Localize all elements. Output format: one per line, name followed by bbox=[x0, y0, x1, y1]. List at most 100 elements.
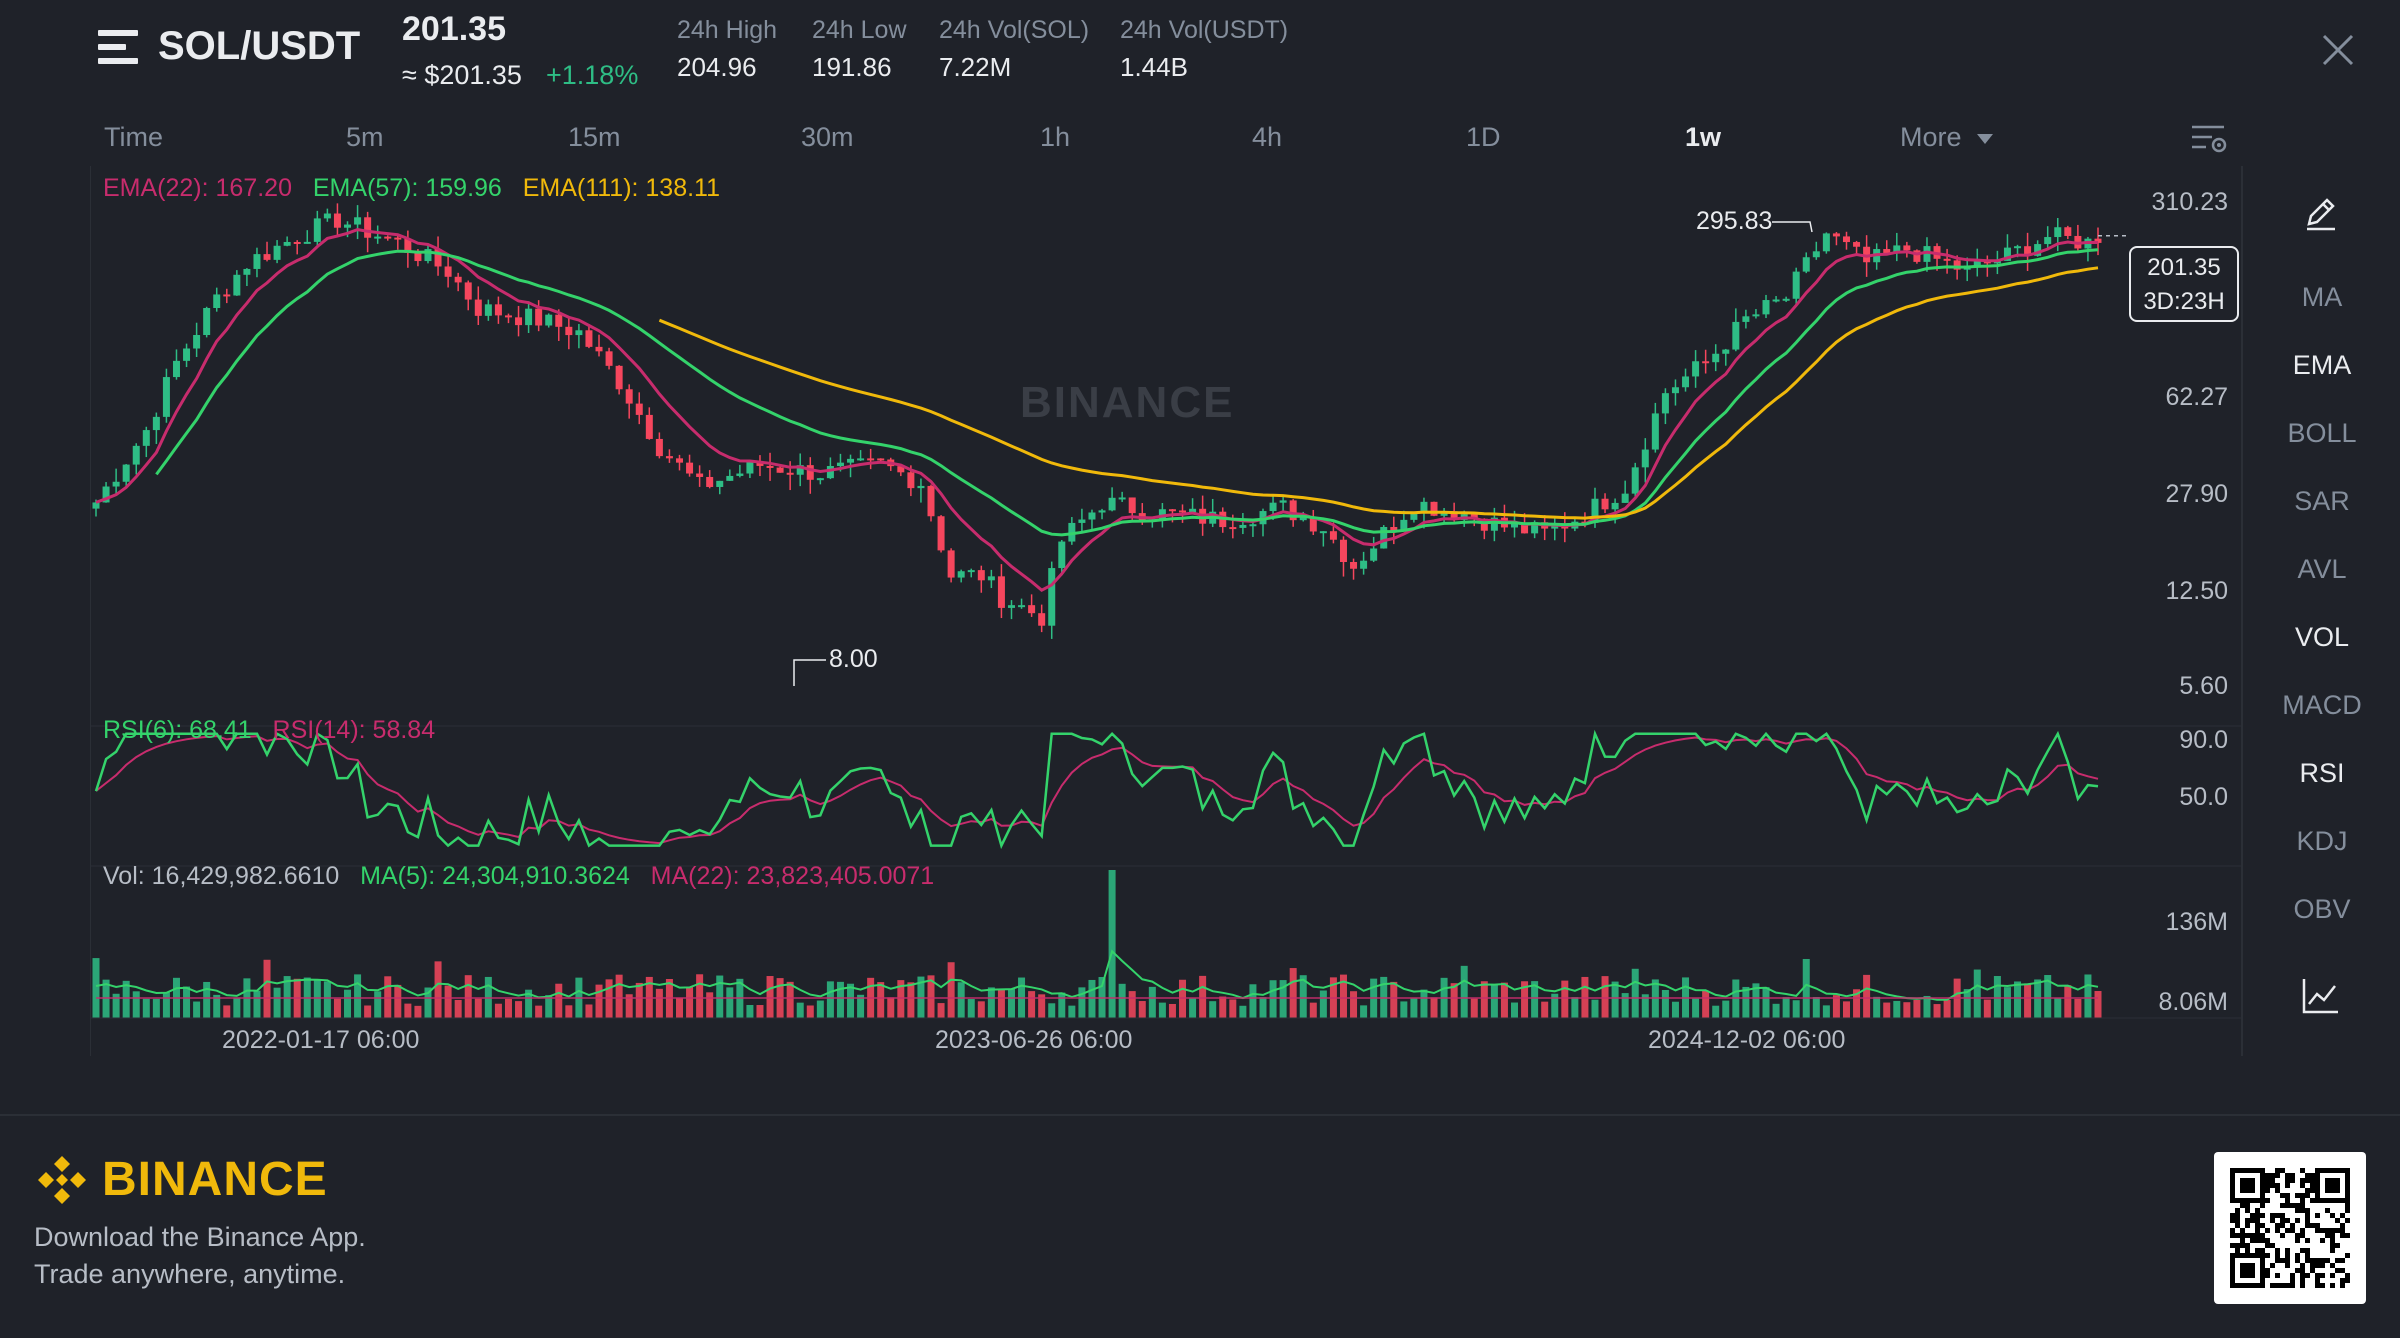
candle-body bbox=[263, 254, 271, 260]
qr-module bbox=[2290, 1203, 2295, 1208]
candle-body bbox=[183, 348, 191, 361]
qr-module bbox=[2335, 1268, 2340, 1273]
candle-body bbox=[1611, 502, 1619, 510]
qr-module bbox=[2300, 1183, 2305, 1188]
qr-module bbox=[2310, 1173, 2315, 1178]
qr-module bbox=[2270, 1173, 2275, 1178]
candle-body bbox=[1752, 314, 1760, 317]
pencil-icon[interactable] bbox=[2301, 194, 2341, 234]
candle-body bbox=[1511, 522, 1519, 528]
candle-body bbox=[92, 502, 100, 509]
volume-bar bbox=[1873, 996, 1881, 1018]
volume-bar bbox=[203, 981, 211, 1018]
price-chart[interactable] bbox=[90, 166, 2244, 1056]
rsi-axis-label: 90.0 bbox=[2179, 726, 2228, 754]
volume-bar bbox=[2024, 983, 2032, 1018]
volume-bar bbox=[1752, 983, 1760, 1018]
qr-module bbox=[2305, 1178, 2310, 1183]
pair-title[interactable]: SOL/USDT bbox=[158, 24, 361, 68]
volume-bar bbox=[1158, 1002, 1166, 1018]
volume-bar bbox=[1521, 981, 1529, 1018]
tab-15m[interactable]: 15m bbox=[568, 122, 621, 152]
tool-avl[interactable]: AVL bbox=[2297, 554, 2347, 584]
tab-time[interactable]: Time bbox=[104, 122, 163, 152]
tab-1w[interactable]: 1w bbox=[1685, 122, 1722, 152]
candle-body bbox=[1410, 513, 1418, 520]
tool-rsi[interactable]: RSI bbox=[2299, 758, 2345, 788]
qr-module bbox=[2270, 1183, 2275, 1188]
volume-bar bbox=[233, 997, 241, 1018]
volume-bar bbox=[1571, 997, 1579, 1018]
candle-body bbox=[213, 294, 221, 309]
qr-module bbox=[2295, 1233, 2300, 1238]
chart-area[interactable] bbox=[90, 166, 2244, 1056]
ema22-legend: EMA(22): 167.20 bbox=[103, 174, 292, 202]
volume-bar bbox=[1350, 991, 1358, 1018]
qr-code[interactable] bbox=[2214, 1152, 2366, 1304]
qr-module bbox=[2255, 1228, 2260, 1233]
volume-bar bbox=[957, 982, 965, 1018]
volume-bar bbox=[927, 975, 935, 1018]
tool-boll[interactable]: BOLL bbox=[2287, 418, 2357, 448]
qr-module bbox=[2270, 1243, 2275, 1248]
chart-settings-icon[interactable] bbox=[2190, 122, 2228, 156]
tab-5m[interactable]: 5m bbox=[346, 122, 384, 152]
stat-vol-sol-value: 7.22M bbox=[939, 52, 1012, 82]
tab-more[interactable]: More bbox=[1900, 122, 1994, 153]
tool-kdj[interactable]: KDJ bbox=[2296, 826, 2348, 856]
tab-1h[interactable]: 1h bbox=[1040, 122, 1071, 152]
qr-module bbox=[2280, 1213, 2285, 1218]
qr-module bbox=[2300, 1168, 2305, 1173]
price-axis-label: 5.60 bbox=[2179, 672, 2228, 700]
candle-body bbox=[645, 414, 653, 439]
candle-body bbox=[1863, 246, 1871, 263]
candle-body bbox=[1279, 500, 1287, 503]
tool-ma[interactable]: MA bbox=[2301, 282, 2343, 312]
candle-body bbox=[927, 485, 935, 517]
qr-module bbox=[2280, 1233, 2285, 1238]
volume-bar bbox=[1742, 986, 1750, 1018]
tab-1d[interactable]: 1D bbox=[1466, 122, 1501, 152]
qr-module bbox=[2280, 1168, 2285, 1173]
tool-macd[interactable]: MACD bbox=[2282, 690, 2362, 720]
tab-4h[interactable]: 4h bbox=[1252, 122, 1283, 152]
volume-bar bbox=[1541, 1001, 1549, 1018]
tool-sar[interactable]: SAR bbox=[2294, 486, 2350, 516]
tool-ema[interactable]: EMA bbox=[2292, 350, 2352, 380]
volume-bar bbox=[1168, 1003, 1176, 1018]
volume-bar bbox=[504, 998, 512, 1018]
qr-module bbox=[2280, 1258, 2285, 1263]
volume-bar bbox=[1259, 997, 1267, 1018]
candle-body bbox=[585, 330, 593, 347]
price-axis-label: 310.23 bbox=[2151, 188, 2228, 216]
candle-body bbox=[1329, 531, 1337, 540]
volume-bar bbox=[1339, 974, 1347, 1018]
low-annotation: 8.00 bbox=[829, 645, 878, 673]
candle-body bbox=[1812, 251, 1820, 258]
footer-tagline-1: Download the Binance App. bbox=[34, 1222, 366, 1252]
tool-obv[interactable]: OBV bbox=[2293, 894, 2351, 924]
indicator-chart-icon[interactable] bbox=[2301, 976, 2341, 1016]
volume-bar bbox=[967, 999, 975, 1018]
candle-body bbox=[706, 476, 714, 487]
tab-30m[interactable]: 30m bbox=[801, 122, 854, 152]
qr-module bbox=[2345, 1253, 2350, 1258]
rsi6-line bbox=[94, 729, 2099, 850]
tool-vol[interactable]: VOL bbox=[2294, 622, 2350, 652]
qr-module bbox=[2280, 1193, 2285, 1198]
candle-body bbox=[344, 224, 352, 228]
qr-module bbox=[2255, 1223, 2260, 1228]
menu-icon[interactable] bbox=[98, 30, 138, 66]
volume-bar bbox=[515, 1001, 523, 1018]
candle-body bbox=[1712, 353, 1720, 363]
qr-module bbox=[2330, 1213, 2335, 1218]
volume-bar bbox=[2074, 998, 2082, 1018]
qr-module bbox=[2240, 1263, 2255, 1278]
candle-body bbox=[1631, 467, 1639, 494]
qr-module bbox=[2340, 1233, 2345, 1238]
candle-body bbox=[696, 473, 704, 477]
qr-module bbox=[2275, 1173, 2280, 1178]
candle-body bbox=[897, 466, 905, 473]
close-icon[interactable] bbox=[2318, 30, 2358, 70]
qr-module bbox=[2345, 1218, 2350, 1223]
